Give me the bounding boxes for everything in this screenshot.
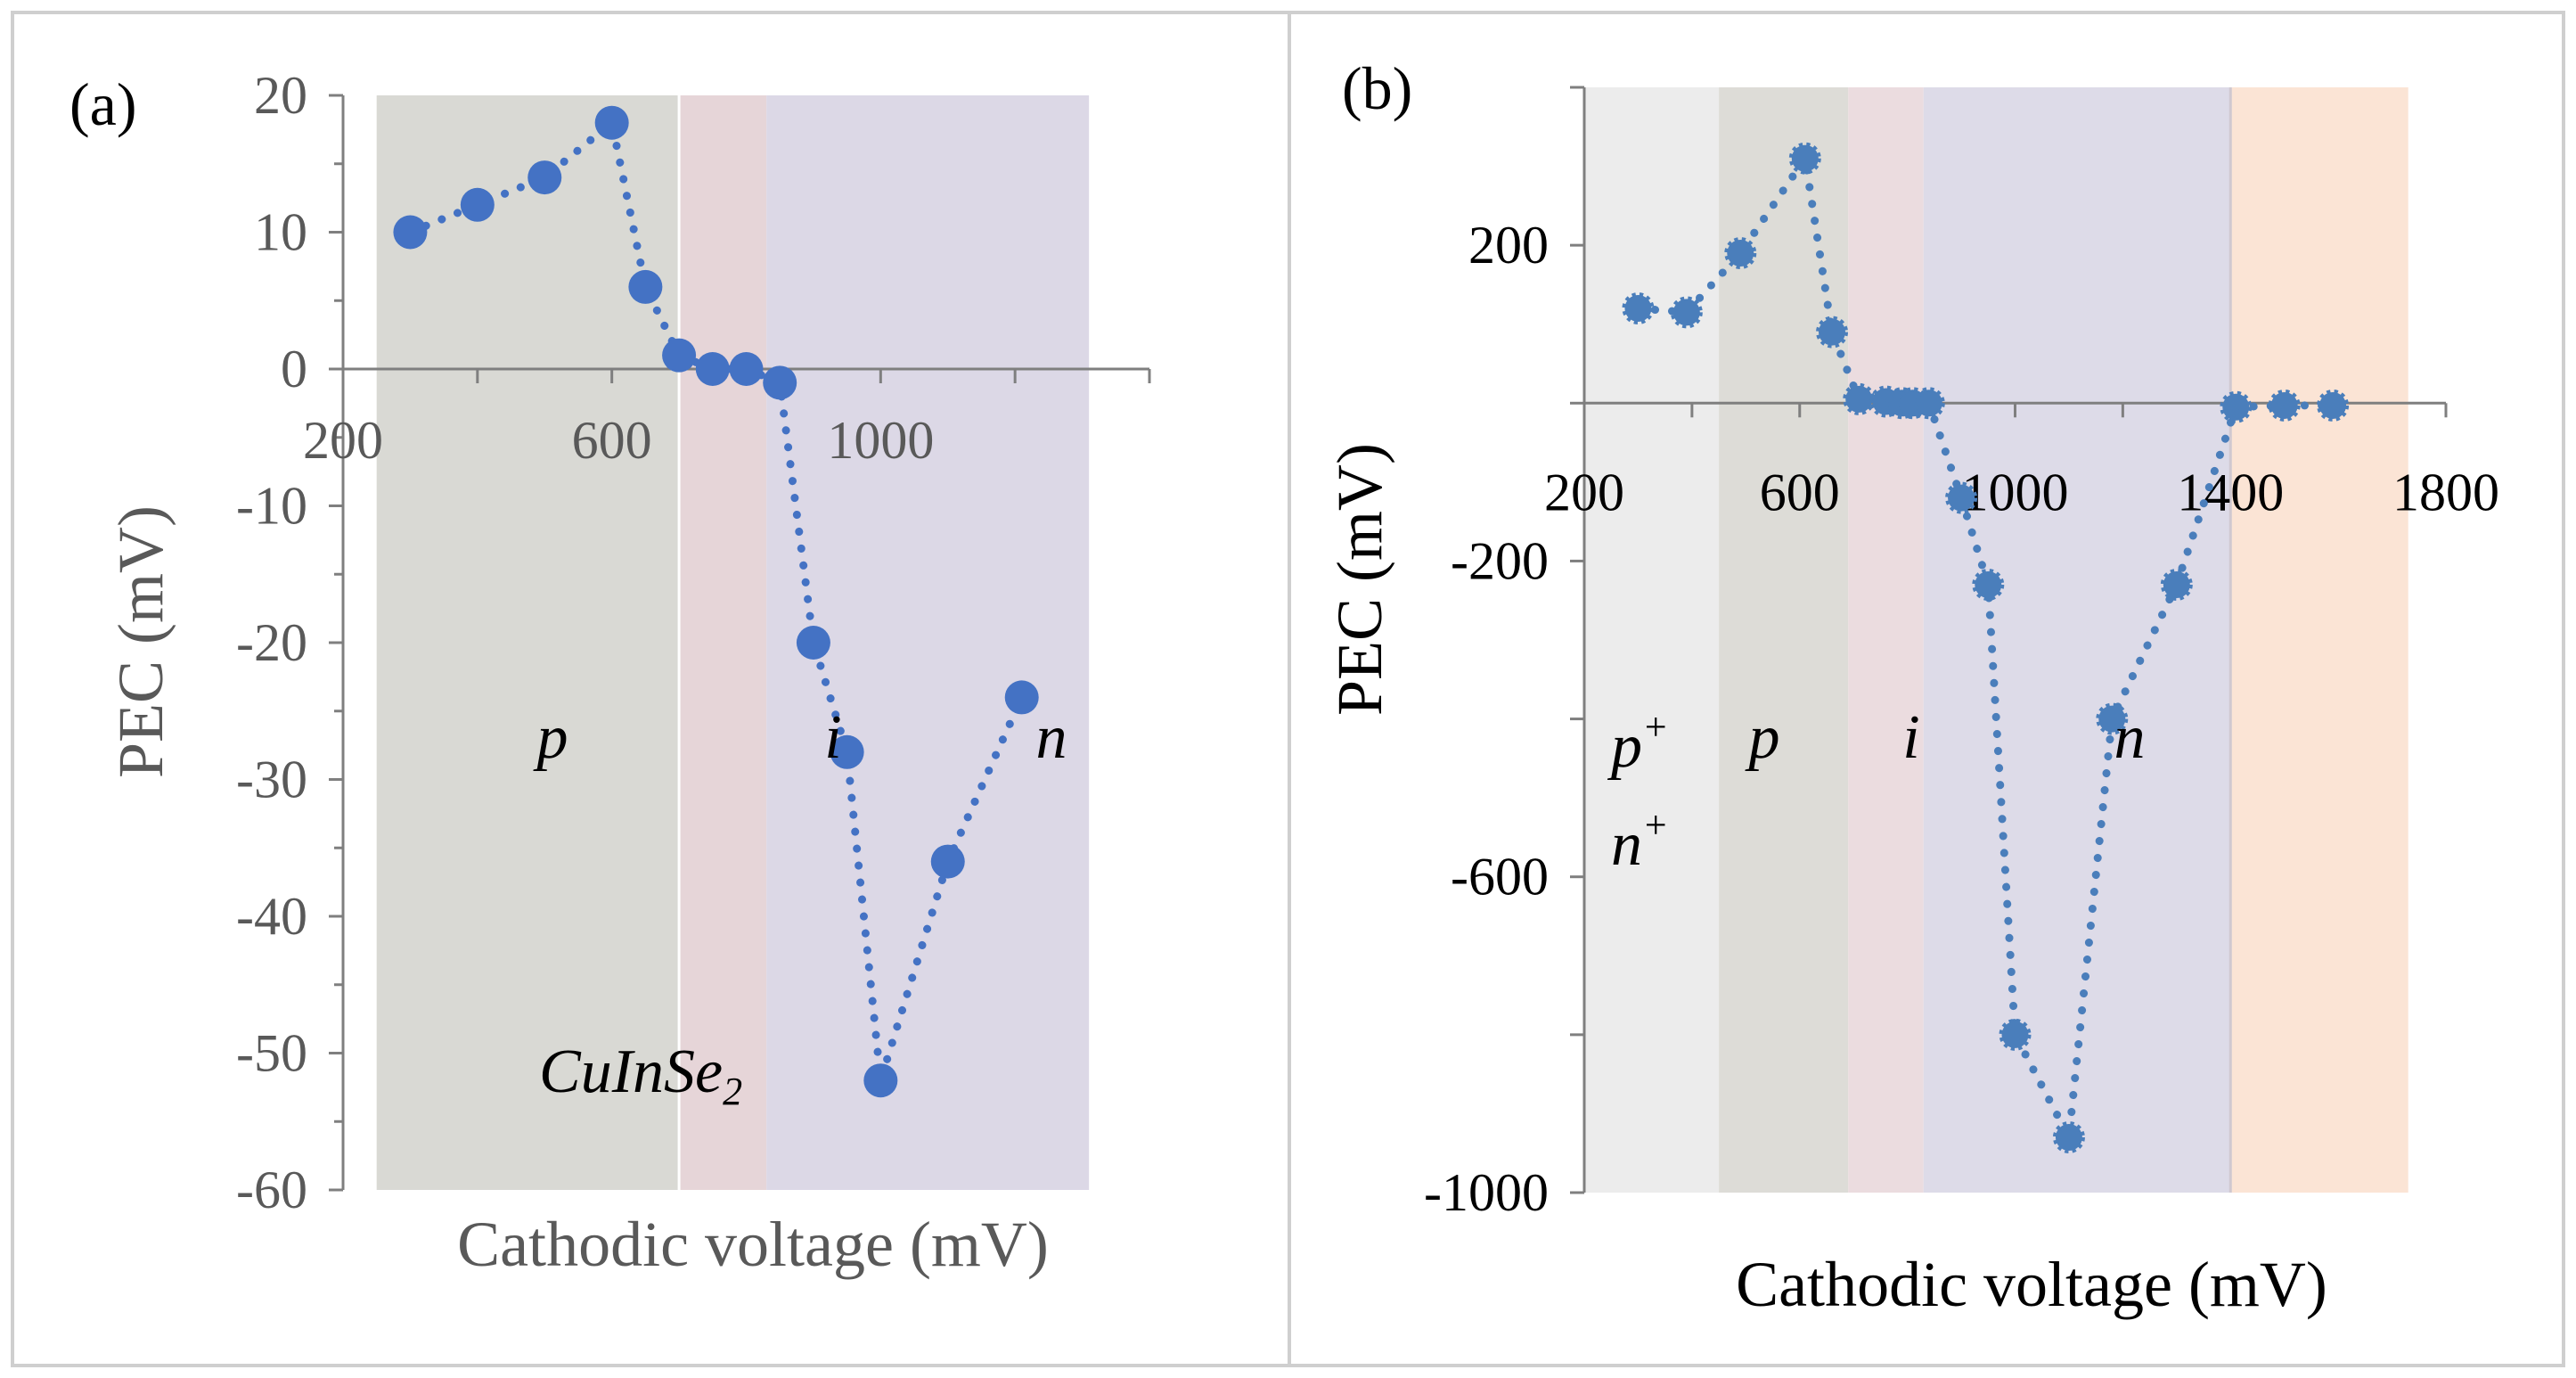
panel-b-label: (b)	[1342, 54, 1412, 122]
panel-a-y-axis-title: PEC (mV)	[105, 505, 176, 778]
y-tick-label: -60	[236, 1161, 307, 1219]
region-label-p: p	[1745, 703, 1780, 772]
region-band-1	[679, 95, 767, 1190]
x-tick-label: 1000	[827, 411, 934, 470]
data-point	[1843, 382, 1876, 415]
data-point	[796, 626, 830, 660]
data-point	[2096, 702, 2129, 735]
y-tick-label: -600	[1451, 848, 1549, 906]
data-point	[1670, 296, 1703, 329]
y-tick-label: 0	[281, 340, 307, 398]
panel-a-annotation-main: CuInSe	[539, 1038, 723, 1106]
panel-a-x-axis-title: Cathodic voltage (mV)	[457, 1209, 1049, 1280]
region-band-0	[1584, 87, 1720, 1193]
data-point	[863, 1063, 898, 1098]
data-point	[662, 338, 697, 373]
y-tick-label: -10	[236, 477, 307, 536]
panel-a-series	[393, 105, 1039, 1098]
data-point	[1912, 387, 1945, 420]
y-tick-label: 10	[254, 203, 307, 262]
panel-a-annotation-subscript: 2	[723, 1070, 742, 1113]
data-point	[1004, 680, 1039, 715]
x-tick-label: 1400	[2177, 463, 2284, 521]
panel-b-region-labels: p+ n+ p i n	[1607, 703, 2146, 879]
data-point	[527, 160, 562, 195]
region-band-1	[1719, 87, 1849, 1193]
y-tick-label: -40	[236, 887, 307, 946]
data-point	[1788, 142, 1821, 175]
y-tick-label: -200	[1451, 531, 1549, 590]
panel-b-y-axis-title: PEC (mV)	[1324, 443, 1395, 716]
panel-b-axes: -1000 -600 -200 200 200 600 1000 1400 1800	[1424, 86, 2499, 1222]
panel-a: -60 -50 -40 -30 -20 -10 0 10 20 200 600 1000 p i n (a…	[70, 66, 1151, 1280]
panel-a-regions	[376, 95, 1090, 1190]
panel-b-series	[1622, 142, 2350, 1153]
region-label-n: n	[1036, 703, 1067, 772]
data-point	[2052, 1121, 2085, 1153]
panel-a-axes: -60 -50 -40 -30 -20 -10 0 10 20 200 600 1000	[236, 66, 1151, 1219]
region-band-0	[376, 95, 680, 1190]
panel-b-frame	[1288, 11, 2565, 1367]
data-point	[695, 352, 730, 386]
x-tick-label: 200	[303, 411, 383, 470]
region-label-i: i	[824, 703, 841, 772]
x-tick-label: 1800	[2392, 463, 2499, 521]
data-point	[830, 734, 864, 769]
region-label-p-plus: p+	[1607, 705, 1669, 781]
data-point	[2317, 389, 2350, 422]
panel-a-annotation: CuInSe2	[539, 1038, 742, 1113]
data-point	[1945, 481, 1978, 514]
data-point	[763, 365, 797, 400]
region-label-i: i	[1902, 703, 1919, 772]
data-point	[628, 269, 663, 304]
data-point	[1816, 316, 1849, 349]
data-point	[729, 352, 764, 386]
y-tick-label: 200	[1468, 216, 1549, 275]
y-tick-label: -1000	[1424, 1163, 1549, 1222]
data-point	[1999, 1018, 2032, 1051]
data-point	[393, 215, 428, 250]
y-tick-label: 20	[254, 66, 307, 125]
region-label-n-plus: n+	[1611, 803, 1669, 879]
x-tick-label: 600	[1760, 463, 1840, 521]
region-band-3	[1923, 87, 2231, 1193]
panel-b-regions	[1584, 87, 2408, 1193]
x-tick-label: 1000	[1962, 463, 2069, 521]
data-point	[2160, 569, 2193, 601]
region-label-p: p	[533, 703, 568, 772]
data-point	[930, 844, 965, 879]
region-label-n: n	[2114, 703, 2146, 772]
data-point	[1972, 569, 2005, 601]
region-band-4	[2230, 87, 2408, 1193]
data-point	[460, 187, 495, 222]
data-point	[2268, 389, 2301, 422]
data-point	[594, 105, 629, 140]
x-tick-label: 600	[572, 411, 652, 470]
panel-b-x-axis-title: Cathodic voltage (mV)	[1736, 1249, 2327, 1320]
x-tick-label: 200	[1544, 463, 1624, 521]
panel-a-label: (a)	[70, 70, 136, 138]
region-band-2	[1848, 87, 1924, 1193]
data-point	[2220, 390, 2253, 423]
y-tick-label: -30	[236, 751, 307, 809]
data-point	[1724, 237, 1757, 269]
y-tick-label: -20	[236, 613, 307, 672]
data-point	[1622, 292, 1655, 324]
y-tick-label: -50	[236, 1024, 307, 1083]
